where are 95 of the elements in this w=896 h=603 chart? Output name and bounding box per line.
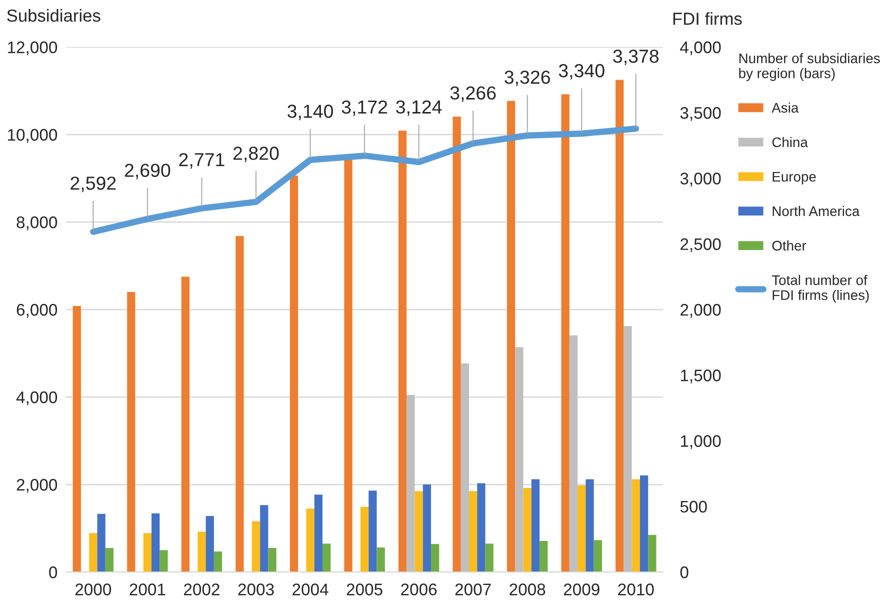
data-label: 2,592 — [70, 176, 116, 192]
bar — [252, 521, 260, 572]
legend-label: North America — [772, 206, 860, 216]
x-tick-label: 2004 — [292, 584, 328, 596]
bar — [561, 94, 570, 572]
bar — [569, 335, 578, 572]
bar — [105, 548, 114, 572]
bar — [578, 485, 586, 572]
y-tick-label: 8,000 — [16, 216, 58, 230]
legend-label: Europe — [772, 172, 816, 184]
data-label: 3,172 — [342, 100, 388, 116]
data-label: 2,820 — [233, 146, 279, 162]
x-tick-label: 2006 — [401, 584, 437, 596]
y2-tick-label: 1,500 — [680, 370, 721, 384]
bar — [632, 479, 640, 572]
bar — [368, 490, 377, 572]
legend-title: Number of subsidiaries by region (bars) — [739, 53, 880, 81]
y2-tick-label: 500 — [680, 500, 707, 513]
data-label: 3,124 — [396, 100, 442, 116]
legend-label: China — [772, 136, 808, 148]
bar — [531, 479, 540, 572]
bar — [160, 550, 168, 572]
bar — [485, 544, 494, 572]
y2-tick-label: 0 — [680, 566, 688, 578]
bar — [414, 491, 423, 572]
bar — [268, 548, 276, 572]
y2-tick-label: 3,500 — [680, 107, 721, 121]
bar — [406, 394, 415, 572]
x-tick-label: 2010 — [618, 584, 654, 596]
bar — [376, 548, 385, 572]
bar — [452, 116, 461, 572]
legend-label: Other — [772, 240, 806, 251]
data-label: 3,378 — [613, 50, 659, 66]
bar — [507, 100, 516, 572]
x-tick-label: 2000 — [75, 584, 112, 596]
bar — [422, 484, 432, 572]
bar — [648, 534, 656, 572]
y-tick-label: 10,000 — [8, 128, 58, 143]
y2-tick-label: 2,500 — [680, 238, 721, 252]
bar — [206, 516, 214, 572]
bar — [260, 505, 268, 572]
bar — [431, 544, 440, 572]
bar — [97, 514, 106, 572]
legend-label: Total number of FDI firms (lines) — [772, 274, 869, 303]
bar — [523, 488, 532, 572]
y2-tick-label: 3,000 — [680, 172, 721, 186]
y-tick-label: 2,000 — [16, 478, 58, 493]
bar — [322, 544, 331, 572]
data-label: 2,690 — [124, 164, 170, 180]
x-tick-label: 2005 — [346, 584, 382, 596]
x-tick-label: 2009 — [564, 584, 600, 596]
bar — [290, 176, 298, 572]
bar — [152, 513, 160, 572]
bar — [616, 80, 624, 572]
bar — [540, 540, 548, 572]
bar — [624, 326, 632, 572]
y2-tick-label: 4,000 — [680, 41, 721, 56]
data-label: 3,140 — [288, 104, 333, 120]
bar — [198, 532, 206, 572]
bar — [181, 276, 190, 572]
bar — [360, 506, 369, 572]
data-label: 3,326 — [504, 70, 550, 86]
y2-tick-label: 2,000 — [680, 304, 721, 318]
x-tick-label: 2007 — [455, 584, 491, 596]
y-tick-label: 0 — [49, 566, 58, 578]
bar — [640, 475, 648, 572]
bar — [515, 347, 524, 572]
bar — [236, 236, 244, 572]
x-tick-label: 2003 — [238, 584, 274, 596]
bar — [594, 540, 602, 572]
y-axis-title: Subsidiaries — [7, 9, 100, 22]
bar — [398, 130, 407, 572]
bar — [586, 479, 594, 572]
bar — [127, 292, 136, 572]
y-tick-label: 4,000 — [16, 391, 58, 406]
bar — [89, 533, 98, 572]
y2-tick-label: 1,000 — [680, 435, 721, 449]
bar — [460, 363, 470, 572]
bar — [72, 306, 81, 572]
x-tick-label: 2002 — [184, 584, 220, 596]
bar — [214, 551, 222, 572]
y-tick-label: 6,000 — [16, 304, 58, 318]
bar — [306, 508, 314, 572]
bar — [314, 494, 322, 572]
bar — [143, 533, 152, 572]
bar — [477, 483, 486, 572]
data-label: 2,771 — [179, 153, 224, 169]
data-label: 3,340 — [558, 64, 604, 80]
bar — [469, 491, 478, 572]
data-label: 3,266 — [450, 86, 496, 102]
y-tick-label: 12,000 — [8, 41, 58, 56]
y2-axis-title: FDI firms — [673, 12, 742, 25]
x-tick-label: 2001 — [130, 584, 166, 596]
x-tick-label: 2008 — [510, 584, 546, 596]
legend-label: Asia — [772, 102, 799, 113]
